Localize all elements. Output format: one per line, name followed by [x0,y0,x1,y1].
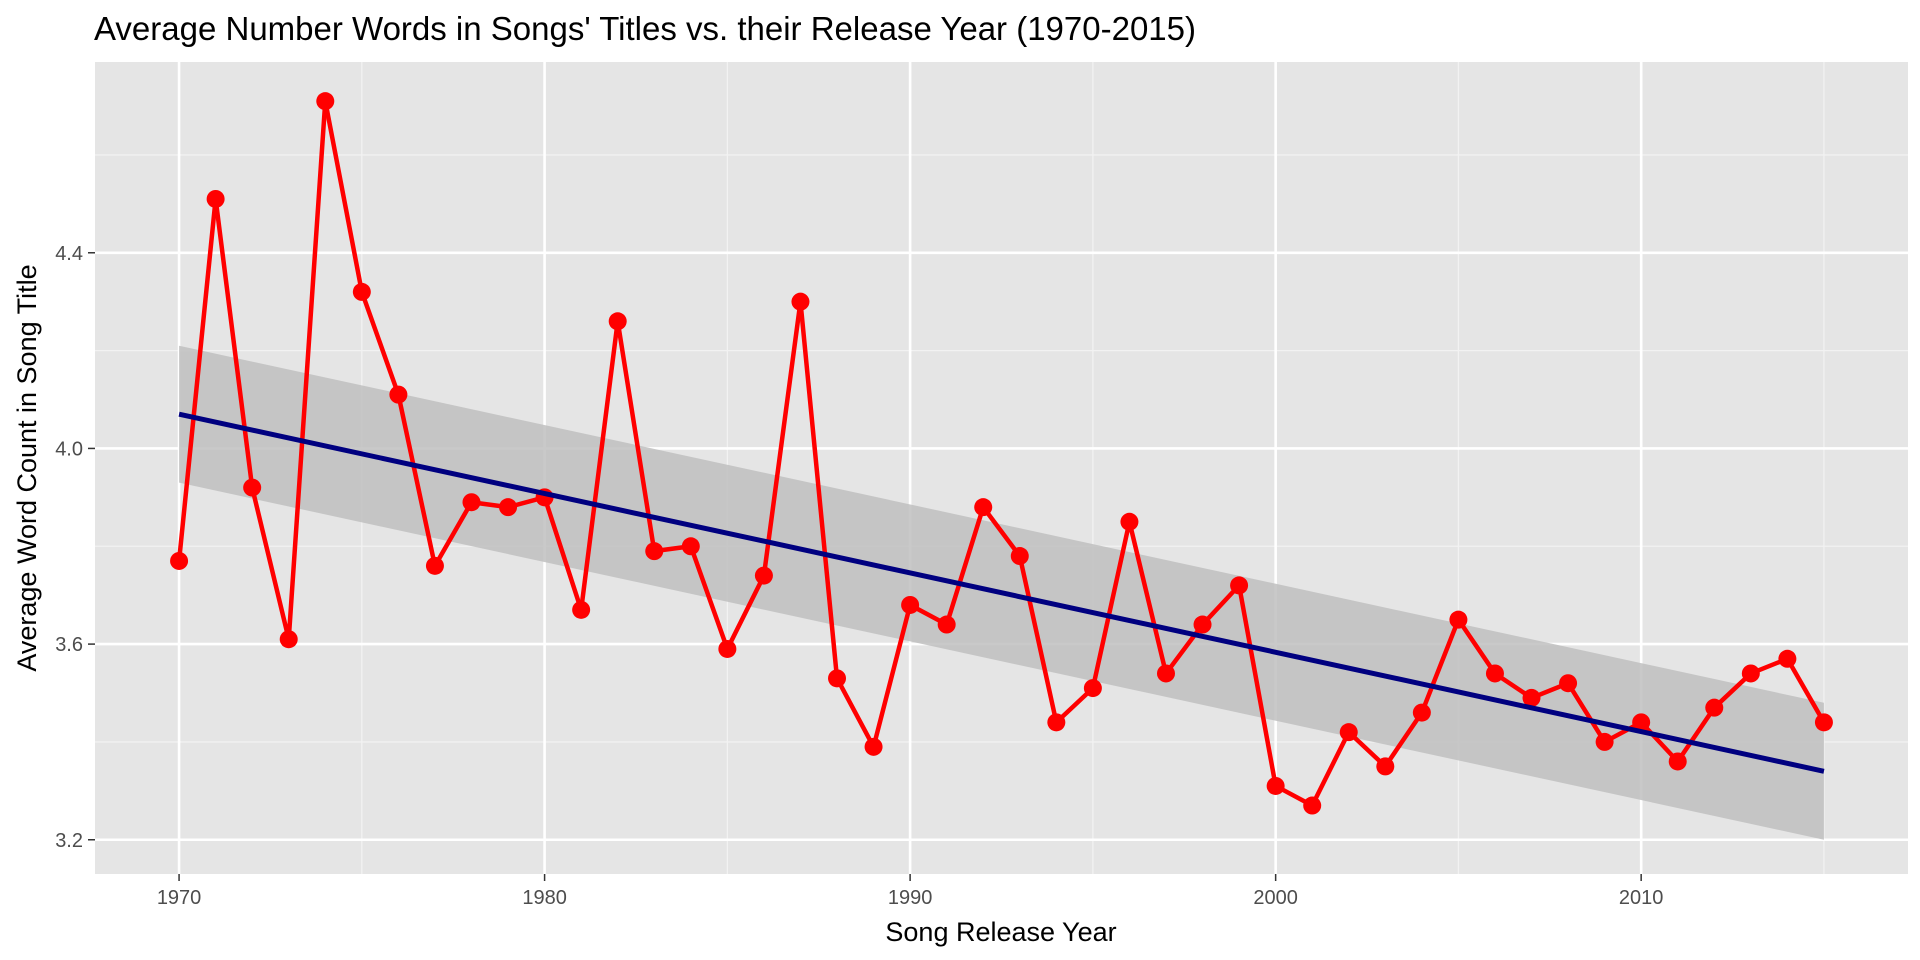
data-point [864,737,883,756]
data-point [1778,649,1797,668]
x-tick-label: 1980 [522,887,567,909]
data-point [828,669,847,688]
series-line-segment [1309,729,1351,808]
data-point [1266,776,1285,795]
series-line-segment [688,544,730,652]
series-line-segment [542,495,584,613]
data-point [974,498,993,517]
data-point [937,615,956,634]
series-line-segment [944,504,986,627]
data-point [1741,664,1760,683]
data-point [1156,664,1175,683]
chart-title: Average Number Words in Songs' Titles vs… [94,10,1196,47]
series-line-segment [213,196,255,490]
x-axis-ticks: 1970 1980 1990 2000 2010 [157,874,1664,909]
series-line-segment [615,319,657,554]
series-line-segment [249,485,291,642]
data-point [608,312,627,331]
series-line-segment [1383,710,1425,769]
x-axis-title: Song Release Year [885,917,1116,947]
series-line-segment [396,392,438,569]
data-point [681,537,700,556]
data-point [1010,547,1029,566]
data-point [1595,732,1614,751]
data-point [1412,703,1431,722]
data-point [1705,698,1724,717]
series-line-segment [834,676,876,750]
series-line-segment [432,499,474,569]
data-point [1083,679,1102,698]
x-tick-label: 2000 [1253,887,1298,909]
data-point [1376,757,1395,776]
data-point [901,595,920,614]
data-point [1522,688,1541,707]
data-point [1303,796,1322,815]
series-line-segment [1090,519,1132,691]
data-point [754,566,773,585]
series-line-segment [176,196,218,564]
series-line-segment [1675,705,1717,764]
data-point [1632,713,1651,732]
series-line-segment [286,98,328,642]
series-line-segment [1456,617,1498,676]
data-point [645,542,664,561]
data-point [1230,576,1249,595]
y-tick-label: 3.6 [55,634,83,656]
data-point [791,292,810,311]
y-axis-title: Average Word Count in Song Title [12,264,42,671]
series-line-segment [761,299,803,578]
data-point [1120,512,1139,531]
x-tick-label: 1990 [888,887,933,909]
data-point [1193,615,1212,634]
series-points [170,92,1833,815]
series-line-segment [725,573,767,652]
x-tick-label: 1970 [157,887,202,909]
data-point [572,600,591,619]
x-tick-label: 2010 [1619,887,1664,909]
data-point [1814,713,1833,732]
data-point [718,639,737,658]
y-axis-ticks: 3.2 3.6 4.0 4.4 [55,243,95,852]
data-point [462,493,481,512]
series-line-segment [1419,617,1461,715]
data-point [170,551,189,570]
data-point [1339,723,1358,742]
data-point [1485,664,1504,683]
data-point [206,189,225,208]
y-tick-label: 4.4 [55,243,83,265]
series-line-segment [871,602,913,750]
y-tick-label: 3.2 [55,830,83,852]
series-line-segment [578,319,620,613]
data-point [243,478,262,497]
data-point [1559,674,1578,693]
data-point [1449,610,1468,629]
y-tick-label: 4.0 [55,438,83,460]
data-point [1047,713,1066,732]
data-point [279,630,298,649]
data-point [1668,752,1687,771]
data-point [499,498,518,517]
data-point [316,92,335,111]
series-line-segment [980,504,1023,559]
series-line-segment [798,299,840,681]
series-line-segment [1236,583,1278,789]
series-line-segment [1565,680,1607,745]
series-line-segment [1785,656,1827,725]
trend-line [178,411,1825,774]
data-point [425,556,444,575]
series-line-segment [1127,519,1169,676]
series-line-segment [1017,553,1059,725]
data-point [389,385,408,404]
data-point [352,282,371,301]
series-line-segment [359,289,401,397]
series-line-segment [323,98,365,295]
